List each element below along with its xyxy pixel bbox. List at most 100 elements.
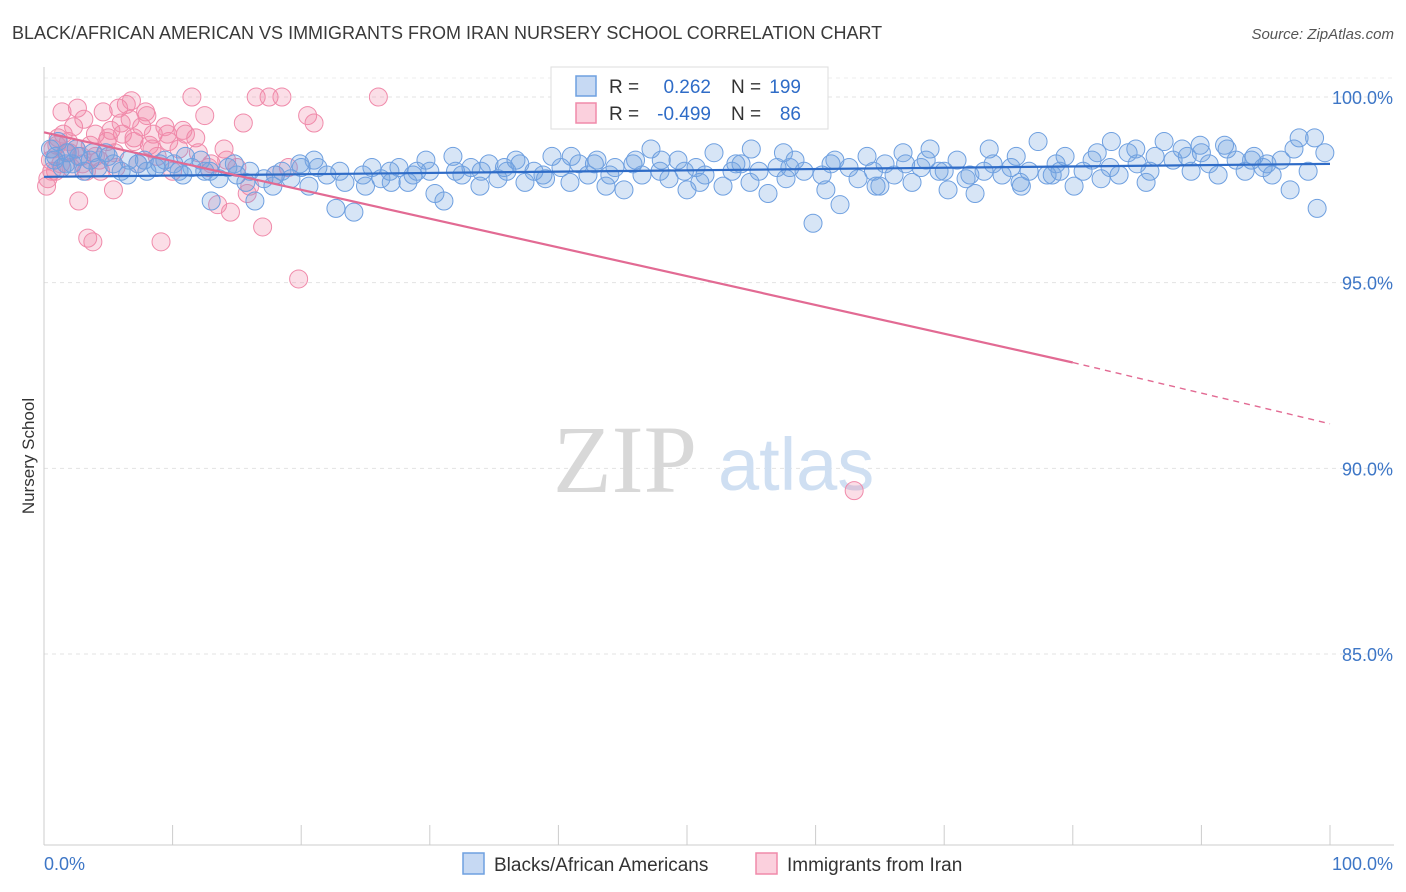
point-black-107 bbox=[965, 184, 985, 204]
point-iran-17 bbox=[83, 232, 103, 252]
point-iran-52 bbox=[253, 217, 273, 237]
point-black-106 bbox=[956, 169, 976, 189]
point-iran-79 bbox=[186, 128, 206, 148]
point-black-195 bbox=[726, 154, 746, 174]
bottom-legend-label-black: Blacks/African Americans bbox=[494, 855, 708, 876]
legend-box: R = 0.262 N = 199 R = -0.499 N = 86 bbox=[550, 66, 829, 130]
point-black-144 bbox=[1298, 161, 1318, 181]
point-iran-32 bbox=[139, 135, 159, 155]
point-black-201 bbox=[1006, 146, 1026, 166]
point-iran-72 bbox=[78, 228, 98, 248]
point-black-163 bbox=[600, 165, 620, 185]
bottom-legend-swatch-iran bbox=[755, 852, 778, 875]
point-black-154 bbox=[979, 139, 999, 159]
point-black-46 bbox=[416, 150, 436, 170]
point-black-102 bbox=[920, 139, 940, 159]
point-black-198 bbox=[870, 176, 890, 196]
point-black-153 bbox=[1011, 176, 1031, 196]
point-black-38 bbox=[344, 202, 364, 222]
x-tick-label-0: 0.0% bbox=[44, 854, 85, 874]
point-black-128 bbox=[1154, 132, 1174, 152]
chart-title: BLACK/AFRICAN AMERICAN VS IMMIGRANTS FRO… bbox=[12, 23, 882, 43]
bottom-legend-label-iran: Immigrants from Iran bbox=[787, 855, 962, 876]
point-black-197 bbox=[816, 180, 836, 200]
point-black-178 bbox=[46, 146, 66, 166]
point-black-56 bbox=[506, 150, 526, 170]
trend-line-iran-dashed bbox=[1072, 361, 1331, 425]
trend-line-iran-solid bbox=[43, 131, 1074, 364]
point-black-158 bbox=[825, 150, 845, 170]
point-black-84 bbox=[758, 184, 778, 204]
point-black-5 bbox=[62, 154, 82, 174]
point-iran-47 bbox=[220, 202, 240, 222]
point-iran-30 bbox=[132, 117, 152, 137]
point-black-172 bbox=[201, 191, 221, 211]
point-black-89 bbox=[803, 213, 823, 233]
point-iran-26 bbox=[116, 94, 136, 114]
point-iran-71 bbox=[67, 98, 87, 118]
point-black-66 bbox=[596, 176, 616, 196]
point-iran-69 bbox=[137, 106, 157, 126]
x-tick-labels: 0.0% 100.0% bbox=[44, 854, 1393, 874]
legend-n-label-iran: N = bbox=[731, 104, 761, 125]
point-black-83 bbox=[749, 161, 769, 181]
point-black-98 bbox=[884, 165, 904, 185]
point-black-134 bbox=[1208, 165, 1228, 185]
point-iran-41 bbox=[182, 87, 202, 107]
point-black-161 bbox=[690, 172, 710, 192]
point-black-180 bbox=[98, 146, 118, 166]
point-iran-77 bbox=[157, 124, 177, 144]
point-black-137 bbox=[1235, 161, 1255, 181]
legend-swatch-black bbox=[575, 75, 597, 97]
point-black-114 bbox=[1028, 132, 1048, 152]
legend-r-label-black: R = bbox=[609, 77, 639, 98]
point-black-145 bbox=[1307, 198, 1327, 218]
point-black-199 bbox=[916, 150, 936, 170]
point-black-188 bbox=[403, 165, 423, 185]
point-iran-22 bbox=[101, 120, 121, 140]
trend-line-black bbox=[43, 162, 1331, 178]
point-black-140 bbox=[1262, 165, 1282, 185]
legend-r-label-iran: R = bbox=[609, 104, 639, 125]
point-iran-33 bbox=[143, 124, 163, 144]
point-black-59 bbox=[533, 165, 553, 185]
point-iran-43 bbox=[195, 106, 215, 126]
point-black-126 bbox=[1136, 172, 1156, 192]
point-black-100 bbox=[902, 172, 922, 192]
point-black-184 bbox=[224, 154, 244, 174]
point-iran-70 bbox=[52, 102, 72, 122]
point-iran-58 bbox=[298, 106, 318, 126]
point-black-208 bbox=[1284, 139, 1304, 159]
point-black-206 bbox=[1215, 135, 1235, 155]
point-black-183 bbox=[195, 161, 215, 181]
point-iran-84 bbox=[103, 180, 123, 200]
point-iran-55 bbox=[272, 87, 292, 107]
point-black-68 bbox=[614, 180, 634, 200]
legend-box-frame bbox=[550, 66, 829, 130]
point-black-27 bbox=[245, 191, 265, 211]
point-black-151 bbox=[1101, 132, 1121, 152]
point-iran-75 bbox=[121, 91, 141, 111]
point-iran-12 bbox=[69, 191, 89, 211]
point-black-169 bbox=[330, 161, 350, 181]
point-black-204 bbox=[1126, 139, 1146, 159]
point-black-179 bbox=[66, 139, 86, 159]
legend-n-label-black: N = bbox=[731, 77, 761, 98]
point-black-123 bbox=[1109, 165, 1129, 185]
point-black-104 bbox=[938, 180, 958, 200]
y-axis-label: Nursery School bbox=[19, 398, 38, 514]
legend-n-value-black: 199 bbox=[769, 77, 801, 98]
point-black-205 bbox=[1177, 146, 1197, 166]
point-iran-14 bbox=[74, 109, 94, 129]
y-tick-label-0: 100.0% bbox=[1332, 88, 1393, 108]
point-black-131 bbox=[1181, 161, 1201, 181]
point-black-52 bbox=[470, 176, 490, 196]
point-iran-57 bbox=[289, 269, 309, 289]
point-black-193 bbox=[626, 150, 646, 170]
point-black-200 bbox=[960, 165, 980, 185]
point-black-74 bbox=[668, 150, 688, 170]
point-black-62 bbox=[560, 172, 580, 192]
point-iran-49 bbox=[233, 113, 253, 133]
x-tick-label-1: 100.0% bbox=[1332, 854, 1393, 874]
point-black-196 bbox=[773, 143, 793, 163]
